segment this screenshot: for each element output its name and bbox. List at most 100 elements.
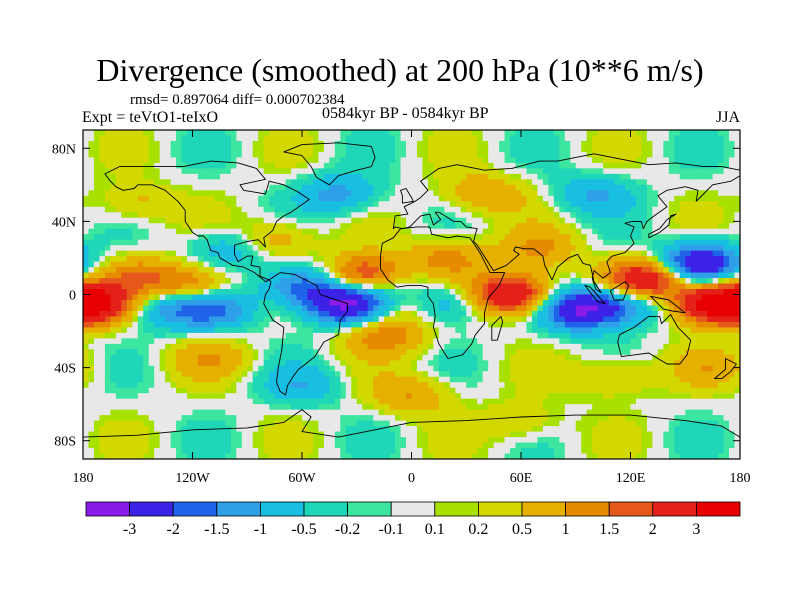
field-cell: [526, 327, 533, 334]
field-cell: [499, 206, 505, 213]
field-cell: [395, 338, 401, 345]
field-cell: [318, 321, 325, 328]
field-cell: [241, 289, 248, 295]
field-cell: [132, 217, 139, 224]
field-cell: [444, 173, 451, 180]
field-cell: [93, 332, 100, 339]
field-cell: [723, 316, 730, 323]
field-cell: [641, 234, 648, 241]
field-cell: [603, 343, 610, 350]
field-cell: [597, 321, 604, 328]
field-cell: [274, 195, 281, 202]
field-cell: [214, 135, 221, 142]
field-cell: [384, 130, 391, 136]
field-cell: [83, 173, 89, 180]
field-cell: [241, 261, 248, 268]
field-cell: [302, 267, 308, 273]
field-cell: [646, 289, 653, 295]
field-cell: [165, 168, 171, 175]
field-cell: [203, 283, 210, 290]
field-cell: [269, 278, 276, 284]
field-cell: [340, 343, 347, 350]
field-cell: [203, 343, 210, 350]
field-cell: [718, 239, 724, 246]
field-cell: [581, 332, 588, 339]
field-cell: [241, 140, 248, 147]
field-cell: [630, 245, 637, 252]
field-cell: [291, 239, 297, 246]
field-cell: [466, 305, 473, 312]
field-cell: [318, 316, 325, 323]
field-cell: [570, 190, 577, 197]
field-cell: [187, 267, 193, 273]
field-cell: [614, 146, 620, 153]
field-cell: [241, 190, 248, 197]
field-cell: [269, 212, 276, 219]
field-cell: [362, 184, 369, 191]
field-cell: [126, 261, 133, 268]
field-cell: [521, 267, 527, 273]
field-cell: [126, 354, 133, 361]
field-cell: [504, 289, 511, 295]
field-cell: [586, 310, 593, 317]
field-cell: [121, 250, 128, 257]
field-cell: [416, 245, 423, 252]
field-cell: [93, 239, 100, 246]
field-cell: [132, 212, 139, 219]
field-cell: [345, 332, 352, 339]
field-cell: [444, 332, 451, 339]
field-cell: [395, 289, 401, 295]
field-cell: [230, 245, 237, 252]
field-cell: [143, 135, 150, 142]
field-cell: [400, 135, 407, 142]
field-cell: [411, 212, 418, 219]
field-cell: [449, 173, 456, 180]
field-cell: [411, 261, 418, 268]
field-cell: [548, 184, 555, 191]
field-cell: [214, 349, 221, 356]
field-cell: [192, 245, 199, 252]
field-cell: [214, 157, 221, 164]
field-cell: [641, 151, 648, 158]
field-cell: [603, 184, 610, 191]
field-cell: [701, 310, 708, 317]
field-cell: [247, 173, 254, 180]
field-cell: [477, 267, 484, 273]
field-cell: [416, 190, 423, 197]
field-cell: [187, 354, 193, 361]
field-cell: [170, 278, 177, 284]
field-cell: [592, 212, 599, 219]
field-cell: [488, 179, 495, 186]
field-cell: [575, 321, 582, 328]
field-cell: [707, 173, 714, 180]
field-cell: [115, 349, 122, 356]
field-cell: [411, 327, 418, 334]
field-cell: [723, 206, 730, 213]
field-cell: [564, 338, 571, 345]
field-cell: [406, 338, 412, 345]
field-cell: [356, 332, 363, 339]
field-cell: [110, 316, 117, 323]
field-cell: [603, 157, 610, 164]
field-cell: [214, 195, 221, 202]
field-cell: [121, 184, 128, 191]
field-cell: [723, 343, 730, 350]
field-cell: [247, 206, 254, 213]
field-cell: [334, 201, 341, 208]
field-cell: [504, 338, 511, 345]
field-cell: [603, 190, 610, 197]
field-cell: [356, 327, 363, 334]
field-cell: [734, 135, 740, 142]
field-cell: [553, 157, 560, 164]
field-cell: [690, 234, 697, 241]
field-cell: [663, 146, 670, 153]
field-cell: [236, 278, 243, 284]
field-cell: [416, 327, 423, 334]
field-cell: [291, 294, 297, 301]
field-cell: [438, 157, 445, 164]
field-cell: [570, 179, 577, 186]
field-cell: [115, 140, 122, 147]
field-cell: [137, 354, 144, 361]
field-cell: [625, 234, 631, 241]
field-cell: [619, 217, 626, 224]
